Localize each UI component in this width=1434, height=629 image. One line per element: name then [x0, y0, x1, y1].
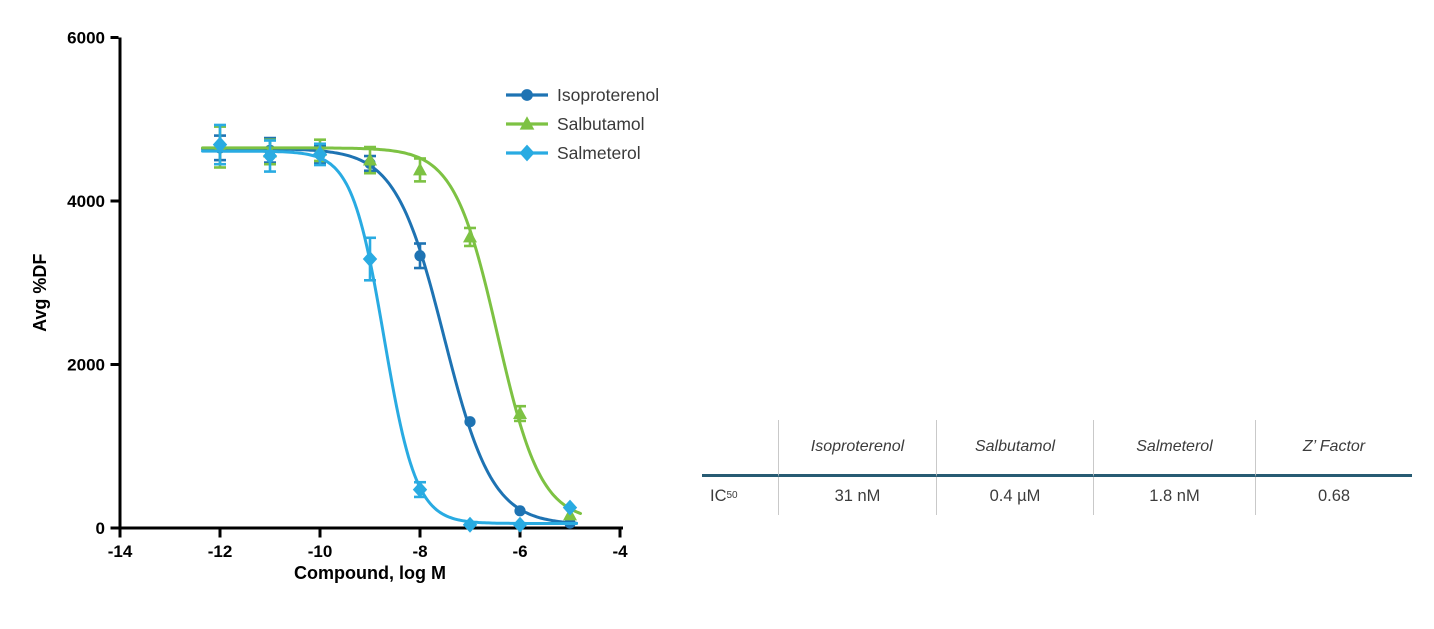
- x-tick-label: -6: [512, 542, 527, 561]
- table-header-isoproterenol: Isoproterenol: [778, 420, 936, 477]
- table-header-z-factor: Z’ Factor: [1255, 420, 1412, 477]
- y-tick-label: 6000: [67, 29, 105, 48]
- fit-curve: [201, 147, 578, 525]
- data-point-circle: [414, 250, 426, 262]
- data-point-diamond: [512, 516, 528, 533]
- series-isoproterenol: [201, 134, 578, 529]
- ic-label: IC: [710, 486, 727, 505]
- table-value-isoproterenol: 31 nM: [778, 477, 936, 515]
- table-value-salmeterol: 1.8 nM: [1093, 477, 1255, 515]
- table-row-label-ic50: IC 50: [710, 486, 738, 505]
- dose-response-chart: -14 -12 -10 -8 -6 -4 0 2000 4000 6000 Compound, lo…: [30, 29, 659, 584]
- x-axis-title: Compound, log M: [294, 563, 446, 583]
- axes: -14 -12 -10 -8 -6 -4 0 2000 4000 6000 Compound, lo…: [30, 29, 628, 584]
- x-tick-label: -8: [412, 542, 427, 561]
- data-point-circle: [514, 505, 526, 517]
- table-corner-cell: [702, 420, 778, 477]
- fit-curve: [201, 149, 578, 525]
- data-point-diamond: [412, 481, 428, 498]
- x-tick-label: -12: [208, 542, 233, 561]
- fit-curve: [201, 146, 582, 515]
- legend: Isoproterenol Salbutamol Salmeterol: [506, 85, 659, 163]
- data-point-diamond: [519, 144, 535, 162]
- table-value-z-factor: 0.68: [1255, 477, 1412, 515]
- x-tick-label: -10: [308, 542, 333, 561]
- table-header-salbutamol: Salbutamol: [936, 420, 1093, 477]
- legend-item-salbutamol: Salbutamol: [506, 114, 645, 134]
- data-point-diamond: [312, 146, 328, 163]
- legend-label: Salmeterol: [557, 143, 641, 163]
- data-point-circle: [464, 416, 476, 428]
- data-point-triangle: [513, 406, 527, 419]
- y-axis-title: Avg %DF: [30, 254, 50, 332]
- series-salmeterol: [201, 123, 578, 533]
- data-point-circle: [521, 89, 533, 101]
- data-point-triangle: [413, 162, 427, 176]
- ic50-results-table: Isoproterenol Salbutamol Salmeterol Z’ F…: [702, 420, 1412, 515]
- legend-item-isoproterenol: Isoproterenol: [506, 85, 659, 105]
- data-point-triangle: [363, 152, 377, 166]
- data-point-triangle: [519, 116, 535, 130]
- y-tick-label: 0: [96, 519, 105, 538]
- x-tick-label: -14: [108, 542, 133, 561]
- legend-label: Salbutamol: [557, 114, 645, 134]
- data-point-diamond: [362, 251, 378, 268]
- table-value-salbutamol: 0.4 µM: [936, 477, 1093, 515]
- table-header-salmeterol: Salmeterol: [1093, 420, 1255, 477]
- x-tick-label: -4: [612, 542, 628, 561]
- y-tick-label: 2000: [67, 356, 105, 375]
- data-point-diamond: [562, 499, 578, 516]
- data-point-diamond: [462, 516, 478, 533]
- legend-item-salmeterol: Salmeterol: [506, 143, 641, 163]
- legend-label: Isoproterenol: [557, 85, 659, 105]
- data-point-diamond: [262, 148, 278, 165]
- data-point-diamond: [212, 136, 228, 153]
- y-tick-label: 4000: [67, 192, 105, 211]
- data-point-triangle: [463, 229, 477, 243]
